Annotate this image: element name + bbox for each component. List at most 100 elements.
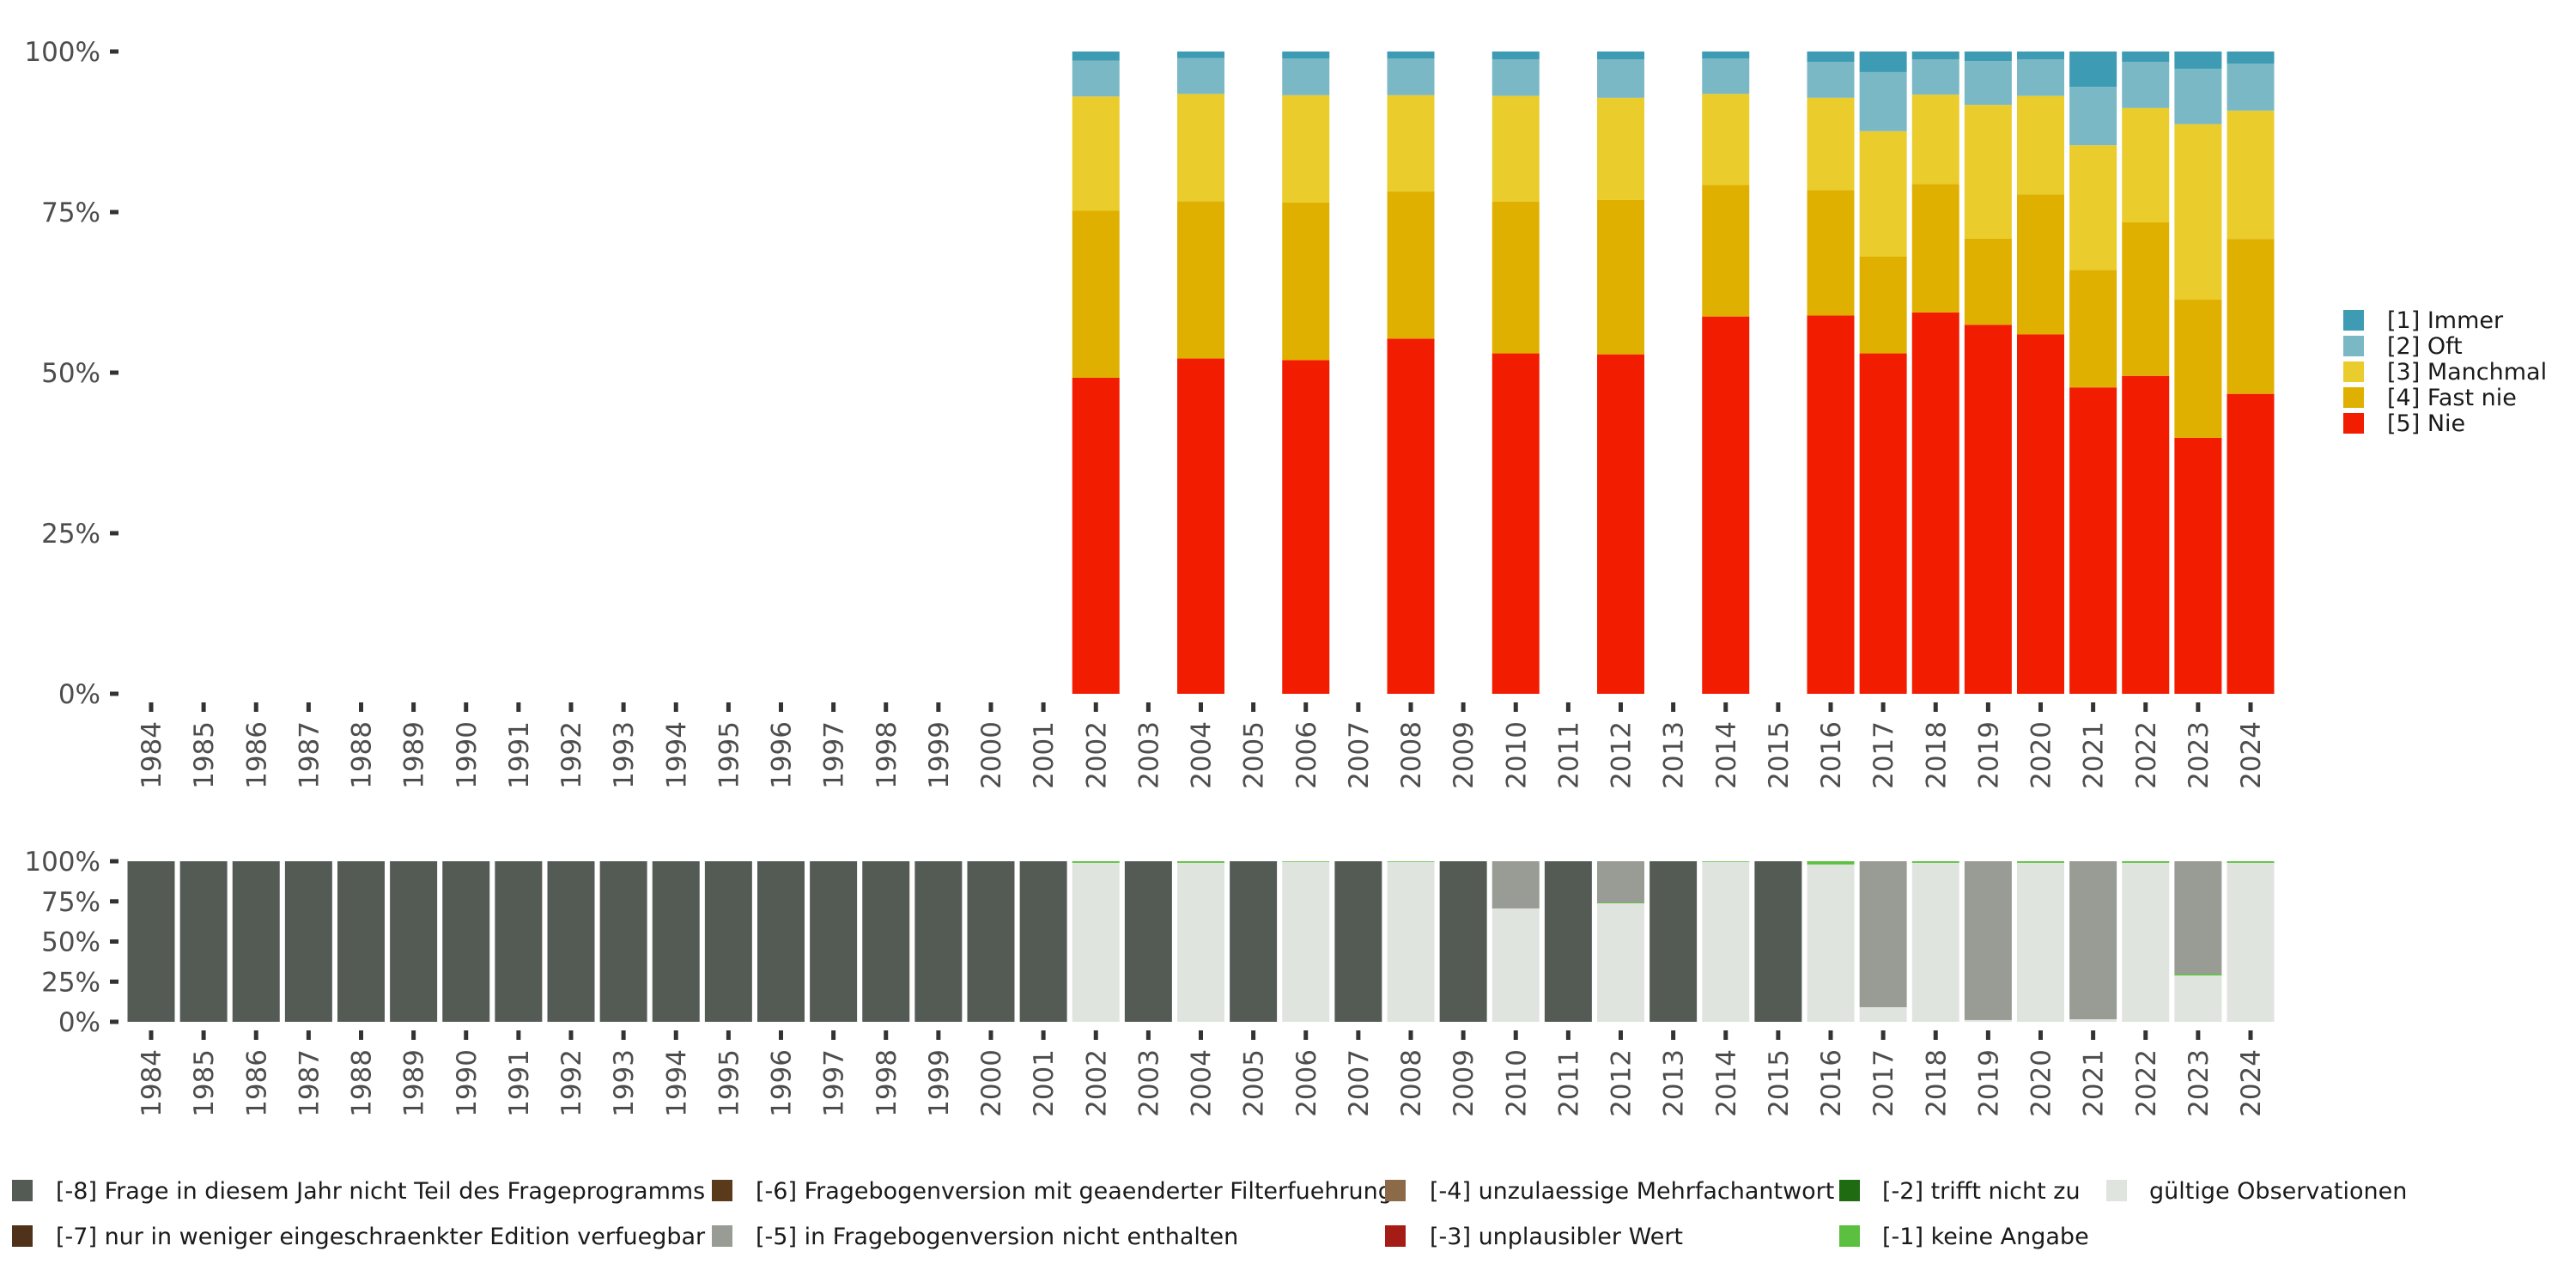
x-tick-mark	[1619, 1030, 1623, 1040]
x-tick-mark	[2248, 702, 2253, 712]
legend-swatch	[2343, 310, 2364, 331]
x-tick-label: 2021	[2079, 721, 2110, 789]
legend-swatch	[12, 1180, 33, 1201]
x-tick-mark	[1461, 702, 1466, 712]
bottom-legend: [-8] Frage in diesem Jahr nicht Teil des…	[12, 1178, 2407, 1250]
top-bar-segment	[1807, 52, 1855, 62]
bottom-bar-segment	[599, 861, 647, 1022]
top-bar-segment	[2069, 270, 2117, 388]
x-tick-mark	[201, 1030, 206, 1040]
top-bar-segment	[1072, 60, 1120, 97]
top-bar-segment	[1492, 52, 1540, 59]
bottom-bar-segment	[1597, 861, 1644, 903]
x-tick-label: 1990	[452, 1049, 483, 1117]
x-tick-label: 2022	[2131, 1049, 2162, 1117]
x-tick-label: 1993	[609, 1049, 640, 1117]
x-tick-label: 2023	[2184, 721, 2215, 789]
legend-label: [5] Nie	[2387, 410, 2465, 437]
bottom-bar-segment	[232, 861, 280, 1022]
top-bar-segment	[1859, 353, 1907, 694]
x-tick-label: 2008	[1396, 721, 1427, 789]
x-tick-mark	[1356, 702, 1361, 712]
x-tick-mark	[884, 1030, 889, 1040]
x-tick-label: 2002	[1081, 1049, 1112, 1117]
x-tick-mark	[621, 702, 626, 712]
x-tick-mark	[988, 1030, 993, 1040]
top-bar-segment	[1807, 61, 1855, 98]
x-tick-mark	[1880, 702, 1886, 712]
x-tick-label: 1986	[241, 721, 272, 789]
top-bar-segment	[1282, 52, 1330, 59]
top-bar-segment	[1072, 96, 1120, 211]
x-tick-mark	[1145, 702, 1151, 712]
bottom-bar-segment	[1859, 861, 1907, 1007]
y-tick-mark	[110, 939, 118, 944]
top-bar-segment	[2122, 375, 2170, 694]
legend-label: [-6] Fragebogenversion mit geaenderter F…	[756, 1178, 1393, 1205]
x-tick-label: 2021	[2079, 1049, 2110, 1117]
top-bar-segment	[2017, 52, 2064, 59]
bottom-bar-segment	[1964, 861, 2012, 1020]
bottom-bar-segment	[2227, 861, 2275, 863]
y-tick-mark	[110, 979, 118, 984]
top-y-axis: 0% 25% 50% 75% 100%	[24, 37, 118, 710]
top-bar-segment	[1177, 358, 1224, 694]
x-tick-label: 2004	[1187, 721, 1218, 789]
x-tick-mark	[1303, 702, 1309, 712]
x-tick-mark	[2143, 1030, 2148, 1040]
top-bar-segment	[2069, 145, 2117, 270]
x-tick-mark	[306, 702, 311, 712]
x-tick-label: 1989	[399, 721, 430, 789]
top-bar-segment	[2017, 334, 2064, 694]
x-tick-mark	[1565, 1030, 1571, 1040]
x-tick-mark	[1408, 702, 1413, 712]
x-tick-mark	[306, 1030, 311, 1040]
top-bar-segment	[1177, 58, 1224, 94]
bottom-bar-segment	[1964, 1019, 2012, 1022]
legend-label: [-8] Frage in diesem Jahr nicht Teil des…	[56, 1178, 705, 1205]
bottom-bar-segment	[2174, 974, 2222, 975]
x-tick-mark	[1145, 1030, 1151, 1040]
x-tick-mark	[568, 702, 574, 712]
legend-swatch	[2343, 387, 2364, 408]
x-tick-label: 2015	[1764, 721, 1795, 789]
bottom-bar-segment	[390, 861, 438, 1022]
x-tick-mark	[1671, 702, 1676, 712]
x-tick-mark	[1513, 702, 1518, 712]
x-tick-mark	[1933, 1030, 1938, 1040]
top-bar-segment	[2122, 61, 2170, 108]
top-bar-segment	[1911, 184, 1959, 313]
x-tick-mark	[516, 1030, 521, 1040]
top-bar-segment	[1492, 202, 1540, 354]
bottom-bar-segment	[1387, 861, 1435, 862]
top-bar-segment	[2122, 107, 2170, 222]
x-tick-label: 1988	[347, 721, 378, 789]
top-bar-segment	[1807, 315, 1855, 694]
y-tick-mark	[110, 531, 118, 536]
legend-label: [4] Fast nie	[2387, 385, 2517, 411]
x-tick-mark	[779, 702, 783, 712]
x-tick-label: 2004	[1187, 1049, 1218, 1117]
bottom-bar-segment	[284, 861, 332, 1022]
x-tick-mark	[1671, 1030, 1676, 1040]
legend-label: [3] Manchmal	[2387, 359, 2547, 386]
legend-label: [1] Immer	[2387, 307, 2504, 334]
x-tick-mark	[359, 702, 363, 712]
top-bar-segment	[1072, 52, 1120, 61]
x-tick-label: 2008	[1396, 1049, 1427, 1117]
top-bar-segment	[2227, 52, 2275, 64]
x-tick-mark	[1828, 702, 1833, 712]
x-tick-mark	[2248, 1030, 2253, 1040]
legend-swatch	[1385, 1180, 1406, 1201]
bottom-bar-segment	[1177, 861, 1224, 863]
bottom-bar-segment	[1911, 862, 1959, 1022]
bottom-bar-segment	[1387, 861, 1435, 1022]
top-bar-segment	[2174, 124, 2222, 301]
top-bar-segment	[1911, 312, 1959, 694]
x-tick-label: 2014	[1711, 1049, 1742, 1117]
x-tick-mark	[411, 1030, 416, 1040]
x-tick-label: 1988	[347, 1049, 378, 1117]
x-tick-label: 1994	[661, 1049, 692, 1117]
legend-label: [-1] keine Angabe	[1882, 1224, 2089, 1250]
x-tick-label: 1990	[452, 721, 483, 789]
